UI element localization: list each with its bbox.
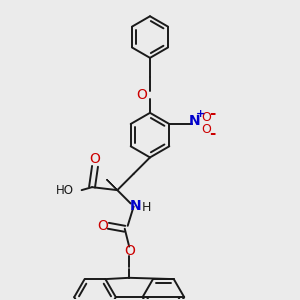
Text: -: - xyxy=(209,106,216,121)
Text: O: O xyxy=(90,152,101,166)
Text: HO: HO xyxy=(56,184,74,196)
Polygon shape xyxy=(106,179,117,190)
Text: +: + xyxy=(196,110,205,119)
Text: N: N xyxy=(189,114,200,128)
Text: -: - xyxy=(209,126,216,141)
Text: N: N xyxy=(129,200,141,214)
Text: O: O xyxy=(201,123,211,136)
Text: O: O xyxy=(136,88,147,102)
Text: O: O xyxy=(201,111,211,124)
Text: O: O xyxy=(124,244,135,258)
Text: H: H xyxy=(141,202,151,214)
Text: O: O xyxy=(97,219,108,233)
